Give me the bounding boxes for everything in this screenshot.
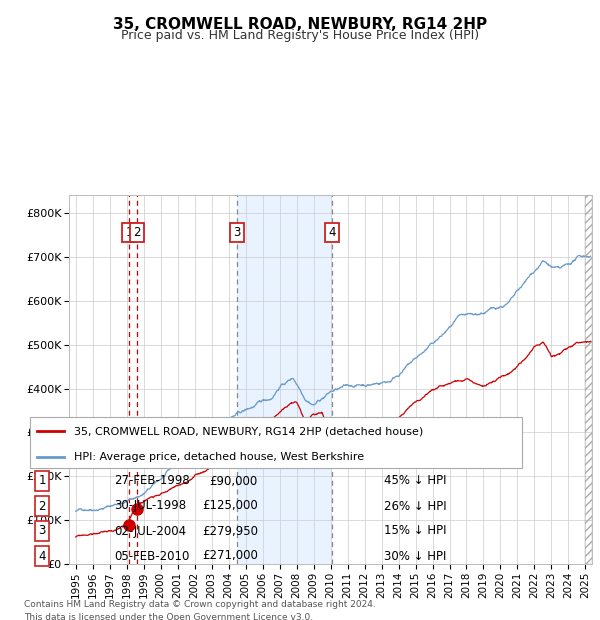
- Text: 26% ↓ HPI: 26% ↓ HPI: [384, 500, 446, 513]
- Text: 2: 2: [133, 226, 140, 239]
- Text: 45% ↓ HPI: 45% ↓ HPI: [384, 474, 446, 487]
- Text: Contains HM Land Registry data © Crown copyright and database right 2024.
This d: Contains HM Land Registry data © Crown c…: [24, 600, 376, 620]
- Text: 4: 4: [38, 549, 46, 562]
- Text: 30% ↓ HPI: 30% ↓ HPI: [384, 549, 446, 562]
- Text: 35, CROMWELL ROAD, NEWBURY, RG14 2HP (detached house): 35, CROMWELL ROAD, NEWBURY, RG14 2HP (de…: [74, 426, 424, 436]
- FancyBboxPatch shape: [30, 417, 522, 468]
- Bar: [237, 195, 332, 564]
- Text: 3: 3: [38, 525, 46, 538]
- Text: 4: 4: [328, 226, 336, 239]
- Text: £90,000: £90,000: [210, 474, 258, 487]
- Text: Price paid vs. HM Land Registry's House Price Index (HPI): Price paid vs. HM Land Registry's House …: [121, 29, 479, 42]
- Text: 05-FEB-2010: 05-FEB-2010: [114, 549, 190, 562]
- Text: 1: 1: [38, 474, 46, 487]
- Text: 02-JUL-2004: 02-JUL-2004: [114, 525, 186, 538]
- Text: £279,950: £279,950: [202, 525, 258, 538]
- Text: £125,000: £125,000: [202, 500, 258, 513]
- Text: 27-FEB-1998: 27-FEB-1998: [114, 474, 190, 487]
- Text: £271,000: £271,000: [202, 549, 258, 562]
- Text: 2: 2: [38, 500, 46, 513]
- Text: HPI: Average price, detached house, West Berkshire: HPI: Average price, detached house, West…: [74, 452, 364, 462]
- Text: 1: 1: [125, 226, 133, 239]
- Text: 30-JUL-1998: 30-JUL-1998: [114, 500, 186, 513]
- Text: 15% ↓ HPI: 15% ↓ HPI: [384, 525, 446, 538]
- Text: 3: 3: [233, 226, 241, 239]
- Text: 35, CROMWELL ROAD, NEWBURY, RG14 2HP: 35, CROMWELL ROAD, NEWBURY, RG14 2HP: [113, 17, 487, 32]
